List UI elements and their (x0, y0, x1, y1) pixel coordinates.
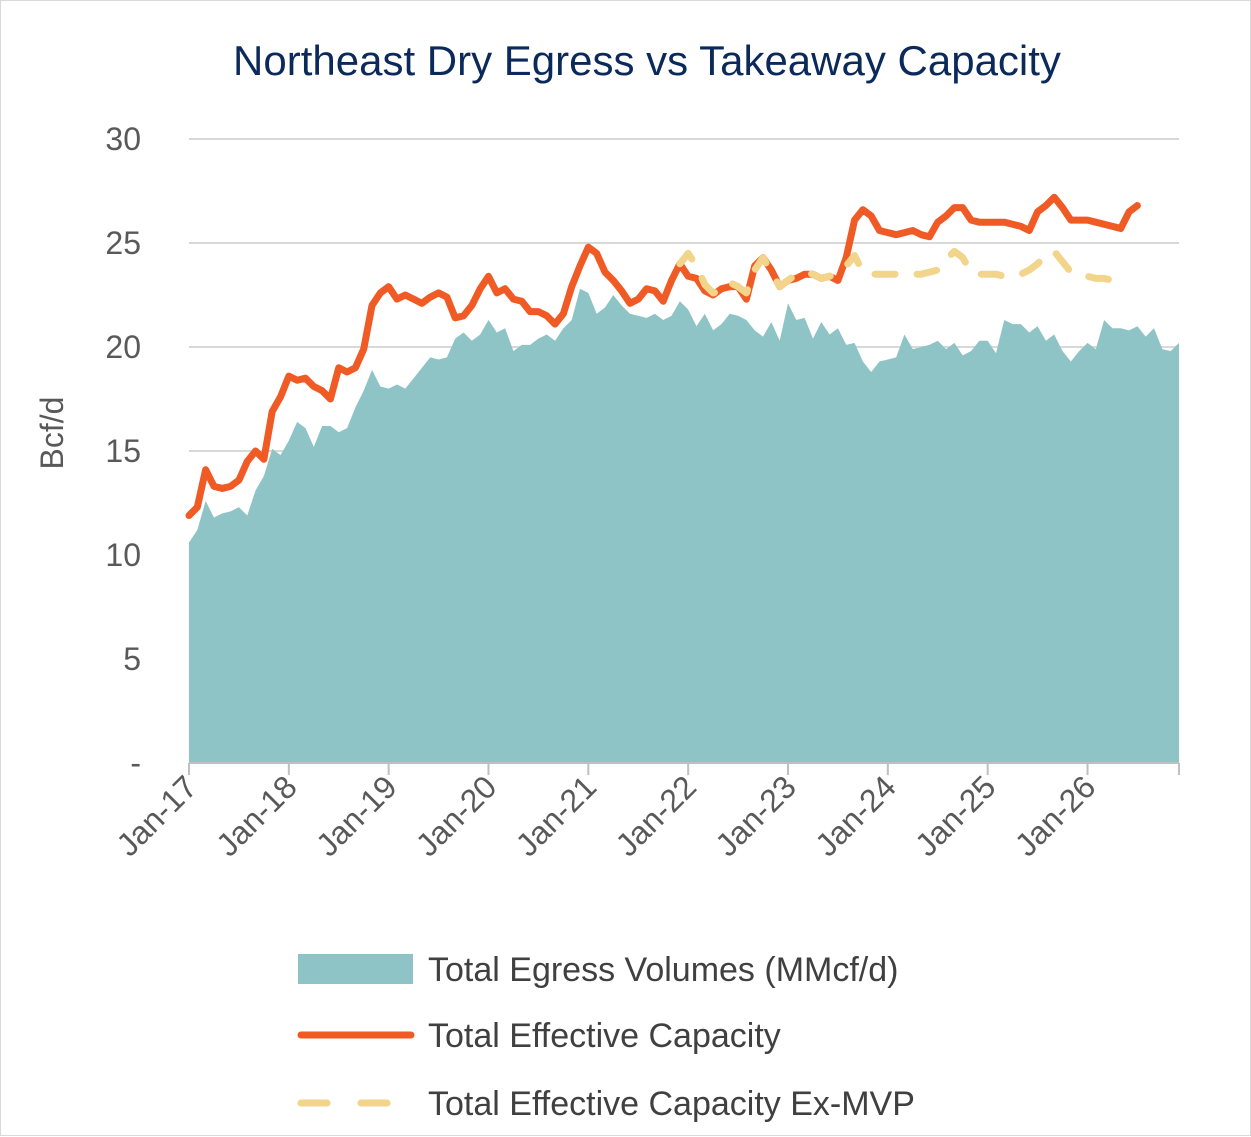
y-axis-label: Bcf/d (34, 397, 70, 470)
x-tick-label: Jan-25 (908, 768, 1003, 863)
x-tick-label: Jan-23 (708, 768, 803, 863)
capacity-line-series (185, 193, 1141, 519)
x-tick-label: Jan-17 (109, 768, 204, 863)
x-tick-label: Jan-18 (209, 768, 304, 863)
y-tick-label: 20 (105, 329, 141, 365)
x-axis (188, 762, 1180, 775)
x-tick-label: Jan-21 (509, 768, 604, 863)
x-tick-label: Jan-24 (808, 768, 903, 863)
y-tick-label: 10 (105, 537, 141, 573)
x-tick-label: Jan-22 (608, 768, 703, 863)
y-tick-label: - (130, 745, 141, 781)
x-tick-label: Jan-20 (409, 768, 504, 863)
series-area-egress (189, 288, 1179, 763)
legend: Total Egress Volumes (MMcf/d) Total Effec… (297, 951, 915, 1123)
legend-swatch-egress (298, 954, 413, 984)
series-line-capacity (185, 193, 1141, 519)
y-tick-label: 5 (123, 641, 141, 677)
series-line-capacity-ex-mvp (676, 247, 1125, 297)
legend-label: Total Effective Capacity (428, 1017, 781, 1055)
x-tick-label: Jan-26 (1008, 768, 1103, 863)
chart-title: Northeast Dry Egress vs Takeaway Capacit… (233, 37, 1061, 84)
x-tick-label: Jan-19 (309, 768, 404, 863)
legend-label: Total Egress Volumes (MMcf/d) (428, 951, 898, 989)
x-axis-ticks: Jan-17 Jan-18 Jan-19 Jan-20 Jan-21 Jan-22 Jan-… (109, 768, 1102, 863)
egress-area-series (189, 288, 1179, 763)
y-tick-label: 15 (105, 433, 141, 469)
legend-label: Total Effective Capacity Ex-MVP (428, 1085, 915, 1123)
y-tick-label: 30 (105, 121, 141, 157)
y-axis-ticks: - 5 10 15 20 25 30 (105, 121, 141, 781)
y-tick-label: 25 (105, 225, 141, 261)
